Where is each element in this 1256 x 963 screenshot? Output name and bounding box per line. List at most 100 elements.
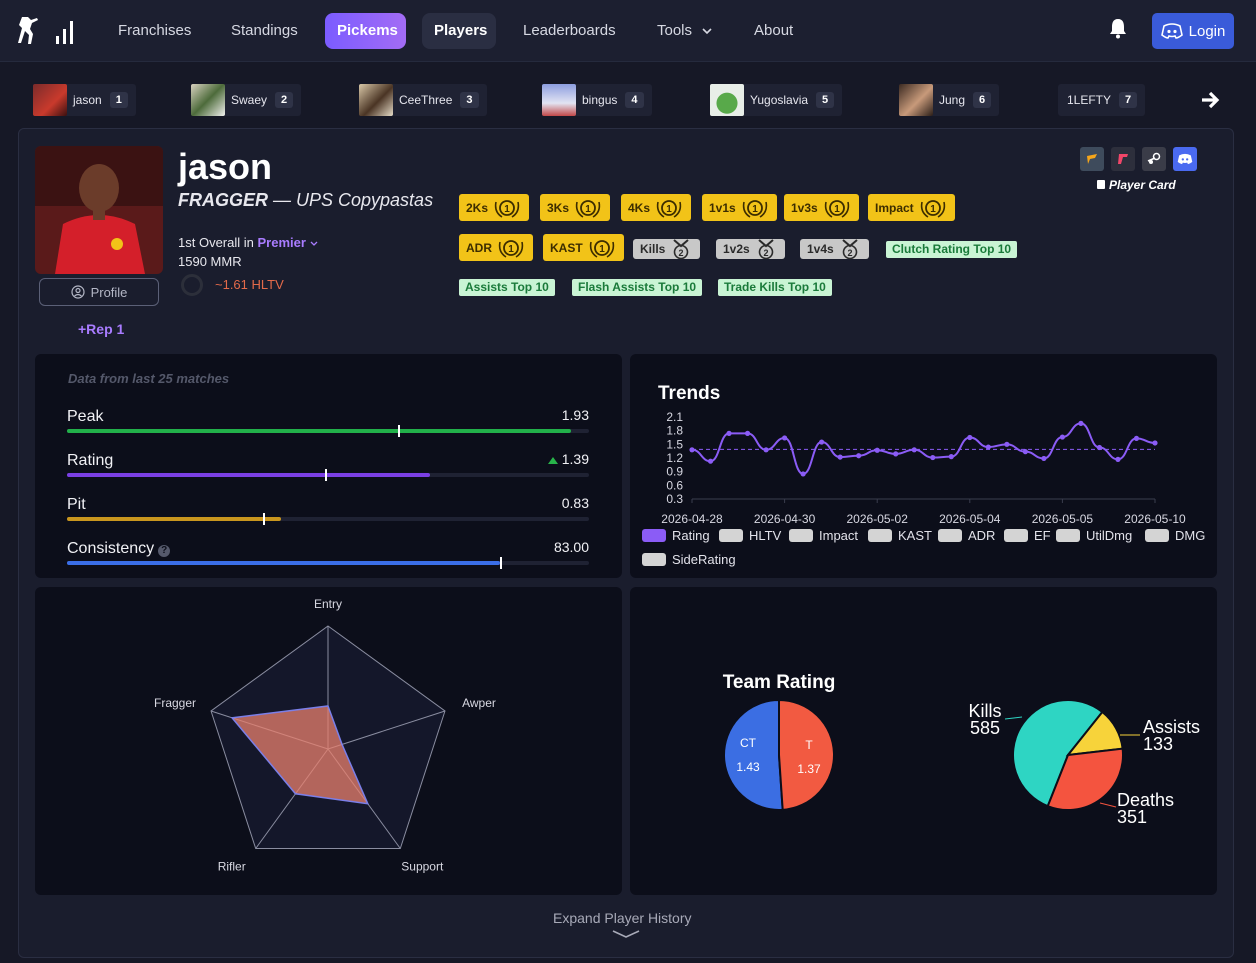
- nav-leaderboards[interactable]: Leaderboards: [523, 22, 616, 39]
- user-icon: [70, 285, 85, 299]
- league-select[interactable]: Premier: [258, 235, 318, 250]
- team-name[interactable]: — UPS Copypastas: [268, 190, 434, 210]
- pie-slice-ct: [723, 698, 784, 811]
- badge-gold[interactable]: 1v1s 1: [702, 194, 777, 221]
- leader-name: Swaey: [231, 93, 268, 107]
- legend-swatch: [719, 529, 743, 542]
- nav-tools[interactable]: Tools: [645, 13, 724, 49]
- legend-swatch: [1004, 529, 1028, 542]
- data-point: [782, 435, 788, 441]
- leader-item[interactable]: CeeThree 3: [359, 84, 487, 116]
- leader-item[interactable]: bingus 4: [542, 84, 652, 116]
- legend-item[interactable]: EF: [1004, 528, 1051, 543]
- svg-text:2: 2: [763, 248, 768, 258]
- ct-label: CT: [740, 736, 757, 750]
- data-point: [800, 471, 806, 477]
- data-point: [985, 444, 991, 450]
- badge-gold[interactable]: 3Ks 1: [540, 194, 611, 221]
- stat-bar: [67, 469, 589, 481]
- avatar: [191, 84, 225, 116]
- profile-button[interactable]: Profile: [39, 278, 159, 306]
- legend-item[interactable]: DMG: [1145, 528, 1205, 543]
- achievement-tag[interactable]: Trade Kills Top 10: [718, 279, 832, 296]
- top-nav: Franchises Standings Pickems Players Lea…: [0, 0, 1256, 62]
- player-card-label: Player Card: [1109, 178, 1176, 192]
- stat-label: Peak: [67, 408, 104, 425]
- badge-gold[interactable]: 2Ks 1: [459, 194, 530, 221]
- medal-gold-icon: 1: [824, 199, 849, 218]
- faceit-icon[interactable]: [1080, 147, 1104, 171]
- legend-swatch: [1145, 529, 1169, 542]
- legend-label: EF: [1034, 528, 1051, 543]
- stat-bar: [67, 513, 589, 525]
- nav-players[interactable]: Players: [422, 13, 496, 49]
- badge-label: 2Ks: [466, 200, 489, 215]
- site-logo[interactable]: [16, 13, 78, 49]
- badge-gold[interactable]: 4Ks 1: [621, 194, 692, 221]
- leader-name: 1LEFTY: [1067, 93, 1112, 107]
- legend-item[interactable]: ADR: [938, 528, 995, 543]
- legend-item[interactable]: HLTV: [719, 528, 781, 543]
- leetify-icon[interactable]: [1111, 147, 1135, 171]
- badge-label: 1v3s: [791, 200, 818, 215]
- y-tick-label: 0.9: [666, 465, 683, 479]
- legend-item[interactable]: Impact: [789, 528, 858, 543]
- login-button[interactable]: Login: [1152, 13, 1234, 49]
- chevron-down-icon[interactable]: [612, 929, 640, 939]
- data-point: [856, 453, 862, 459]
- leader-item[interactable]: Yugoslavia 5: [710, 84, 843, 116]
- y-tick-label: 1.2: [666, 451, 683, 465]
- leader-item[interactable]: jason 1: [33, 84, 136, 116]
- help-icon[interactable]: ?: [158, 545, 171, 557]
- legend-item[interactable]: Rating: [642, 528, 710, 543]
- leader-item[interactable]: Jung 6: [899, 84, 1000, 116]
- leader-name: Yugoslavia: [750, 93, 809, 107]
- nav-about[interactable]: About: [754, 22, 794, 39]
- role-label: FRAGGER: [178, 190, 268, 210]
- discord-icon[interactable]: [1173, 147, 1197, 171]
- discord-icon: [1160, 23, 1183, 39]
- leader-item[interactable]: 1LEFTY 7: [1058, 84, 1146, 116]
- data-point: [1115, 456, 1121, 462]
- badge-gold[interactable]: KAST 1: [543, 234, 624, 261]
- rep-button[interactable]: +Rep 1: [78, 321, 125, 337]
- badge-silver[interactable]: 1v4s 2: [800, 239, 869, 260]
- arrow-right-icon[interactable]: [1200, 90, 1220, 110]
- avatar: [899, 84, 933, 116]
- medal-gold-icon: 1: [742, 199, 767, 218]
- bell-icon[interactable]: [1108, 17, 1128, 39]
- badge-silver[interactable]: 1v2s 2: [716, 239, 785, 260]
- y-tick-label: 2.1: [666, 410, 683, 424]
- achievement-tag[interactable]: Assists Top 10: [459, 279, 555, 296]
- badge-silver[interactable]: Kills 2: [633, 239, 701, 260]
- stats-note: Data from last 25 matches: [68, 371, 230, 386]
- mmr-value: 1590 MMR: [178, 254, 242, 269]
- team-rating-title: Team Rating: [723, 672, 836, 693]
- achievement-tag[interactable]: Flash Assists Top 10: [572, 279, 703, 296]
- legend-item[interactable]: UtilDmg: [1056, 528, 1132, 543]
- nav-franchises[interactable]: Franchises: [118, 22, 192, 39]
- nav-standings[interactable]: Standings: [231, 22, 298, 39]
- profile-label: Profile: [90, 284, 128, 300]
- legend-item[interactable]: SideRating: [642, 552, 736, 567]
- achievement-tag[interactable]: Clutch Rating Top 10: [886, 241, 1018, 258]
- y-tick-label: 1.5: [666, 437, 683, 451]
- badge-gold[interactable]: Impact 1: [868, 194, 955, 221]
- badge-gold[interactable]: 1v3s 1: [784, 194, 859, 221]
- data-point: [930, 454, 936, 461]
- badge-label: 1v1s: [709, 200, 736, 215]
- badge-label: Impact: [875, 200, 914, 215]
- badge-gold[interactable]: ADR 1: [459, 234, 533, 261]
- data-point: [707, 458, 714, 464]
- nav-pickems[interactable]: Pickems: [325, 13, 406, 49]
- legend-item[interactable]: KAST: [868, 528, 932, 543]
- steam-icon[interactable]: [1142, 147, 1166, 171]
- leader-item[interactable]: Swaey 2: [191, 84, 302, 116]
- radar-axis-label: Rifler: [218, 860, 246, 874]
- player-card-link[interactable]: Player Card: [1097, 178, 1176, 192]
- stat-label: Consistency: [67, 540, 155, 557]
- trends-chart: 0.30.60.91.21.51.82.1 2026-04-28 2026-04-3…: [661, 410, 1186, 526]
- svg-text:2: 2: [679, 248, 684, 258]
- avatar: [710, 84, 744, 116]
- expand-history-button[interactable]: Expand Player History: [553, 910, 692, 926]
